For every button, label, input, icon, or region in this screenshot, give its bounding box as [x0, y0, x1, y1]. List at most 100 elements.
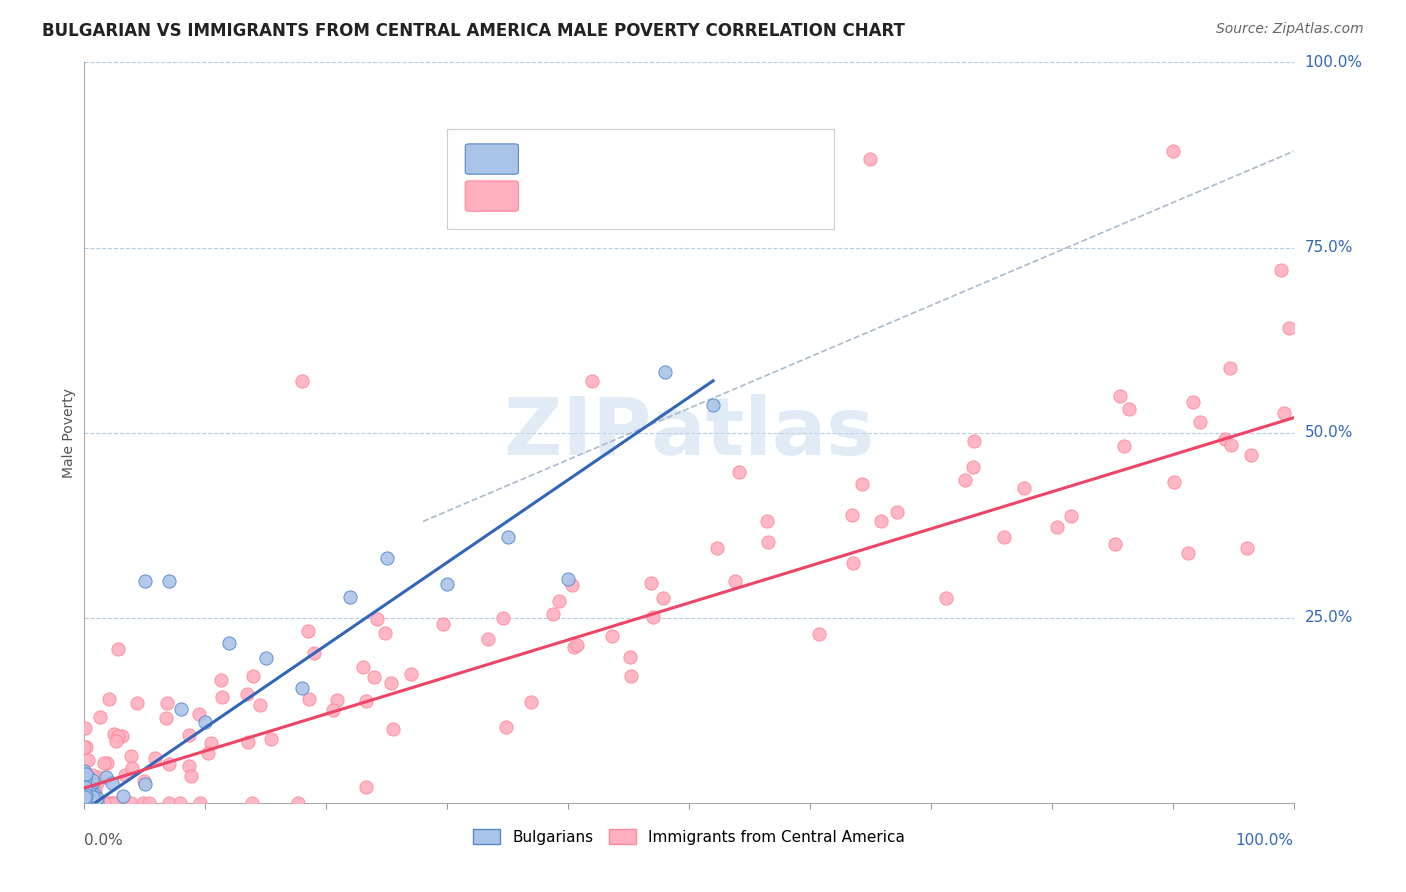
Point	[399, 666, 422, 681]
Point	[1177, 546, 1199, 560]
Point	[107, 641, 129, 656]
Point	[73, 790, 96, 805]
Point	[1182, 395, 1205, 409]
Point	[84, 796, 107, 810]
Point	[249, 698, 271, 712]
Point	[728, 465, 751, 479]
Point	[339, 590, 361, 604]
Point	[1272, 406, 1295, 420]
Point	[121, 760, 143, 774]
Point	[134, 777, 156, 791]
Point	[73, 774, 96, 789]
Point	[73, 764, 96, 778]
Point	[76, 796, 98, 810]
Point	[302, 646, 325, 660]
Point	[541, 607, 564, 622]
Point	[73, 796, 96, 810]
Point	[557, 573, 579, 587]
Point	[93, 756, 115, 770]
Point	[236, 687, 259, 701]
Point	[363, 670, 385, 684]
Point	[291, 374, 314, 388]
Point	[73, 796, 96, 810]
Point	[86, 776, 108, 790]
Point	[73, 796, 96, 810]
Point	[76, 796, 98, 810]
Point	[291, 681, 314, 696]
FancyBboxPatch shape	[447, 129, 834, 229]
Point	[75, 789, 97, 804]
Point	[179, 728, 201, 742]
Point	[73, 782, 96, 797]
Text: 100.0%: 100.0%	[1236, 833, 1294, 848]
Point	[1188, 415, 1211, 429]
Point	[1218, 361, 1240, 376]
Point	[89, 710, 111, 724]
Point	[75, 788, 97, 802]
Point	[79, 779, 101, 793]
Point	[73, 796, 96, 810]
Point	[200, 736, 222, 750]
Point	[600, 629, 623, 643]
Point	[1046, 519, 1069, 533]
Text: 25.0%: 25.0%	[1305, 610, 1353, 625]
Text: 100.0%: 100.0%	[1305, 55, 1362, 70]
Text: 50.0%: 50.0%	[1305, 425, 1353, 440]
Point	[76, 776, 98, 790]
Point	[76, 796, 98, 810]
Point	[87, 770, 110, 784]
Point	[1161, 145, 1184, 159]
Point	[298, 691, 321, 706]
Point	[93, 796, 115, 810]
Point	[218, 636, 240, 650]
Point	[73, 795, 96, 809]
Point	[73, 796, 96, 810]
Point	[254, 651, 277, 665]
Point	[98, 692, 121, 706]
Point	[73, 796, 96, 810]
Point	[1060, 508, 1083, 523]
Point	[75, 796, 97, 810]
Point	[567, 639, 589, 653]
Point	[84, 788, 107, 802]
Point	[73, 796, 96, 810]
Point	[352, 660, 374, 674]
Point	[120, 796, 142, 810]
Point	[86, 796, 108, 810]
Point	[73, 794, 96, 808]
Point	[73, 796, 96, 810]
Point	[82, 796, 104, 810]
Point	[134, 774, 156, 789]
Point	[870, 514, 893, 528]
Point	[79, 796, 101, 810]
Point	[1104, 537, 1126, 551]
Point	[1114, 439, 1136, 453]
Point	[131, 796, 153, 810]
Point	[157, 574, 180, 588]
Point	[75, 796, 97, 810]
Point	[105, 734, 128, 748]
Point	[436, 576, 458, 591]
Point	[619, 649, 641, 664]
Point	[127, 697, 149, 711]
Point	[366, 611, 388, 625]
Point	[859, 152, 882, 166]
Point	[756, 514, 779, 528]
Point	[242, 669, 264, 683]
Point	[86, 794, 108, 808]
Point	[73, 772, 96, 786]
Text: BULGARIAN VS IMMIGRANTS FROM CENTRAL AMERICA MALE POVERTY CORRELATION CHART: BULGARIAN VS IMMIGRANTS FROM CENTRAL AME…	[42, 22, 905, 40]
Point	[73, 796, 96, 810]
Point	[75, 792, 97, 806]
Point	[1236, 541, 1258, 555]
Point	[80, 772, 103, 787]
Point	[77, 753, 100, 767]
Point	[138, 796, 160, 810]
Point	[1270, 262, 1292, 277]
Point	[157, 796, 180, 810]
Point	[83, 796, 105, 810]
Point	[993, 530, 1015, 544]
Point	[1219, 438, 1241, 452]
Point	[520, 695, 543, 709]
FancyBboxPatch shape	[465, 144, 519, 174]
